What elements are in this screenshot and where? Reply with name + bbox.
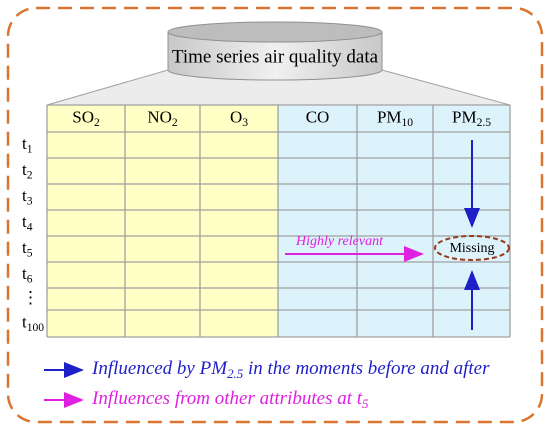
text-part: SO [72,107,94,126]
subscript: 2 [27,168,33,181]
subscript: 6 [27,272,33,285]
text-part: CO [306,107,330,126]
text-part: PM [452,107,477,126]
missing-label: Missing [449,241,494,256]
missing-ring [434,235,510,261]
text-part: Influenced by PM [91,358,228,379]
text-part: Influences from other attributes at t [91,388,363,409]
subscript: 2 [94,115,100,128]
subscript: 3 [242,115,248,128]
column-header: NO2 [147,107,178,128]
text-part: PM [377,107,402,126]
column-header: PM10 [377,107,413,128]
subscript: 10 [402,115,414,128]
text-part: O [230,107,242,126]
text-part: t [22,186,27,205]
row-label: t6 [22,264,33,285]
column-header: CO [306,107,330,126]
text-part: t [22,312,27,331]
text-part: in the moments before and after [243,358,490,379]
subscript: 5 [27,246,33,259]
cylinder-top [167,21,383,43]
legend-text: Influenced by PM2.5 in the moments befor… [91,358,490,380]
subscript: 4 [27,220,33,233]
cylinder-body [167,31,383,81]
row-label: ⋮ [22,288,39,307]
text-part: NO [147,107,172,126]
row-label: t5 [22,238,33,259]
subscript: 2.5 [227,366,244,381]
relevance-label: Highly relevant [295,234,384,249]
text-part: t [22,212,27,231]
subscript: 3 [27,194,33,207]
cylinder-label: Time series air quality data [172,46,379,67]
row-label: t4 [22,212,33,233]
subscript: 2 [172,115,178,128]
text-part: t [22,264,27,283]
blue-block [278,105,510,337]
legend-text: Influences from other attributes at t5 [91,388,369,410]
column-header: SO2 [72,107,100,128]
subscript: 2.5 [477,115,492,128]
column-header: PM2.5 [452,107,491,128]
text-part: t [22,134,27,153]
subscript: 1 [27,142,33,155]
yellow-block [47,105,278,337]
text-part: t [22,160,27,179]
row-label: t3 [22,186,33,207]
subscript: 5 [362,396,369,411]
row-label: t2 [22,160,33,181]
row-label: t1 [22,134,33,155]
row-label: t100 [22,312,44,333]
text-part: ⋮ [22,288,39,307]
column-header: O3 [230,107,248,128]
text-part: t [22,238,27,257]
subscript: 100 [27,320,45,333]
